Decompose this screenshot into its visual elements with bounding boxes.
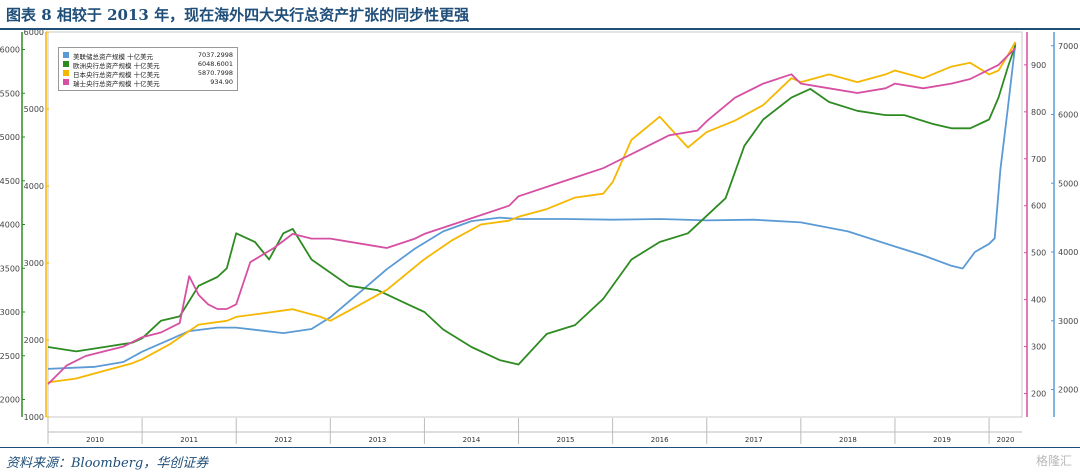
legend-value: 5870.7998	[197, 69, 233, 77]
axis-tick-label-usd: 6000	[1058, 111, 1078, 120]
x-tick-label: 2016	[651, 436, 669, 444]
axis-tick-label-jpy: 3000	[24, 259, 44, 268]
axis-tick-label-chf: 300	[1031, 343, 1046, 352]
legend-item-snb: 瑞士央行总资产规模 十亿美元 934.90	[63, 78, 235, 88]
x-tick-label: 2014	[463, 436, 481, 444]
x-tick-label: 2015	[557, 436, 575, 444]
axis-tick-label-eur: 3500	[0, 264, 20, 273]
legend-label: 欧洲央行总资产规模 十亿美元	[73, 62, 160, 70]
axis-tick-label-usd: 4000	[1058, 248, 1078, 257]
title-bar: 图表 8 相较于 2013 年，现在海外四大央行总资产扩张的同步性更强	[0, 0, 1080, 30]
axis-tick-label-eur: 3000	[0, 308, 20, 317]
axis-tick-label-chf: 900	[1031, 61, 1046, 70]
axis-tick-label-chf: 200	[1031, 390, 1046, 399]
axis-tick-label-usd: 7000	[1058, 42, 1078, 51]
x-tick-label: 2010	[86, 436, 104, 444]
legend-swatch	[63, 70, 69, 76]
legend-swatch	[63, 79, 69, 85]
chart: 2000 2500 3000 3500 4000 4500 5000 5500 6000 1000…	[0, 30, 1078, 444]
axis-tick-label-jpy: 2000	[24, 336, 44, 345]
x-tick-label: 2020	[997, 436, 1015, 444]
axis-tick-label-chf: 700	[1031, 155, 1046, 164]
legend-swatch	[63, 61, 69, 67]
legend-swatch	[63, 52, 69, 58]
axis-tick-label-eur: 2500	[0, 352, 20, 361]
x-tick-label: 2017	[745, 436, 763, 444]
legend-label: 瑞士央行总资产规模 十亿美元	[73, 80, 160, 88]
axis-tick-label-chf: 600	[1031, 202, 1046, 211]
chart-legend: 美联储总资产规模 十亿美元 7037.2998 欧洲央行总资产规模 十亿美元 6…	[58, 47, 238, 91]
axis-tick-label-chf: 500	[1031, 249, 1046, 258]
axis-tick-label-eur: 4000	[0, 221, 20, 230]
title-divider	[0, 28, 1080, 30]
axis-tick-label-chf: 800	[1031, 108, 1046, 117]
watermark: 格隆汇	[1035, 454, 1072, 468]
legend-label: 日本央行总资产规模 十亿美元	[73, 71, 160, 79]
axis-tick-label-chf: 400	[1031, 296, 1046, 305]
x-tick-label: 2012	[274, 436, 292, 444]
chart-title: 图表 8 相较于 2013 年，现在海外四大央行总资产扩张的同步性更强	[6, 6, 470, 24]
legend-item-ecb: 欧洲央行总资产规模 十亿美元 6048.6001	[63, 60, 235, 70]
x-tick-label: 2011	[180, 436, 198, 444]
series-line-2	[47, 41, 1017, 384]
axis-tick-label-jpy: 1000	[24, 413, 44, 422]
axis-tick-label-eur: 4500	[0, 177, 20, 186]
axis-tick-label-eur: 2000	[0, 396, 20, 405]
legend-value: 7037.2998	[197, 51, 233, 59]
axis-tick-label-usd: 2000	[1058, 386, 1078, 395]
legend-label: 美联储总资产规模 十亿美元	[73, 53, 154, 61]
axis-tick-label-jpy: 6000	[24, 30, 44, 37]
axis-tick-label-usd: 5000	[1058, 179, 1078, 188]
axis-tick-label-eur: 5000	[0, 133, 20, 142]
x-tick-label: 2013	[368, 436, 386, 444]
series-line-1	[47, 44, 1017, 366]
legend-item-boj: 日本央行总资产规模 十亿美元 5870.7998	[63, 69, 235, 79]
source-bar: 资料来源：Bloomberg，华创证券 格隆汇	[0, 447, 1080, 473]
axis-tick-label-jpy: 5000	[24, 105, 44, 114]
legend-value: 934.90	[210, 78, 233, 86]
source-note: 资料来源：Bloomberg，华创证券	[6, 456, 209, 471]
legend-item-fed: 美联储总资产规模 十亿美元 7037.2998	[63, 51, 235, 61]
series-line-3	[47, 47, 1017, 385]
axis-tick-label-usd: 3000	[1058, 317, 1078, 326]
series-line-0	[47, 43, 1017, 370]
axis-tick-label-eur: 6000	[0, 46, 20, 55]
x-tick-label: 2018	[839, 436, 857, 444]
plot-area	[47, 31, 1023, 418]
x-tick-label: 2019	[933, 436, 951, 444]
axis-tick-label-eur: 5500	[0, 89, 20, 98]
source-divider	[0, 447, 1080, 448]
axis-tick-label-jpy: 4000	[24, 182, 44, 191]
legend-value: 6048.6001	[197, 60, 233, 68]
